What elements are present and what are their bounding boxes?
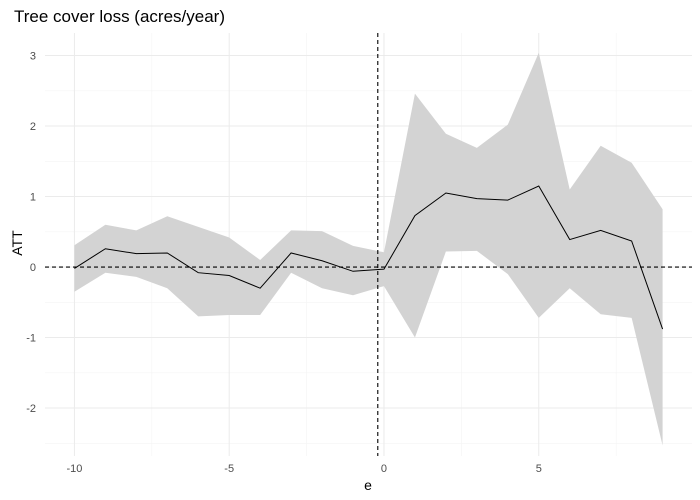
y-axis-title: ATT <box>9 230 25 256</box>
y-tick-label: -2 <box>26 403 36 415</box>
att-series-line <box>74 185 664 330</box>
y-axis-tick-labels: -2 -1 0 1 2 3 <box>26 51 36 415</box>
y-tick-label: 2 <box>30 121 36 133</box>
y-tick-label: -1 <box>26 333 36 345</box>
x-tick-label: 0 <box>381 463 387 475</box>
chart-title: Tree cover loss (acres/year) <box>14 7 225 26</box>
y-tick-label: 1 <box>30 192 36 204</box>
x-tick-label: -10 <box>66 463 82 475</box>
x-tick-label: 5 <box>536 463 542 475</box>
y-tick-label: 3 <box>30 51 36 63</box>
confidence-band <box>74 52 663 446</box>
x-axis-tick-labels: -10 -5 0 5 <box>66 463 541 475</box>
x-tick-label: -5 <box>224 463 234 475</box>
y-tick-label: 0 <box>30 262 36 274</box>
x-axis-title: e <box>364 477 372 493</box>
